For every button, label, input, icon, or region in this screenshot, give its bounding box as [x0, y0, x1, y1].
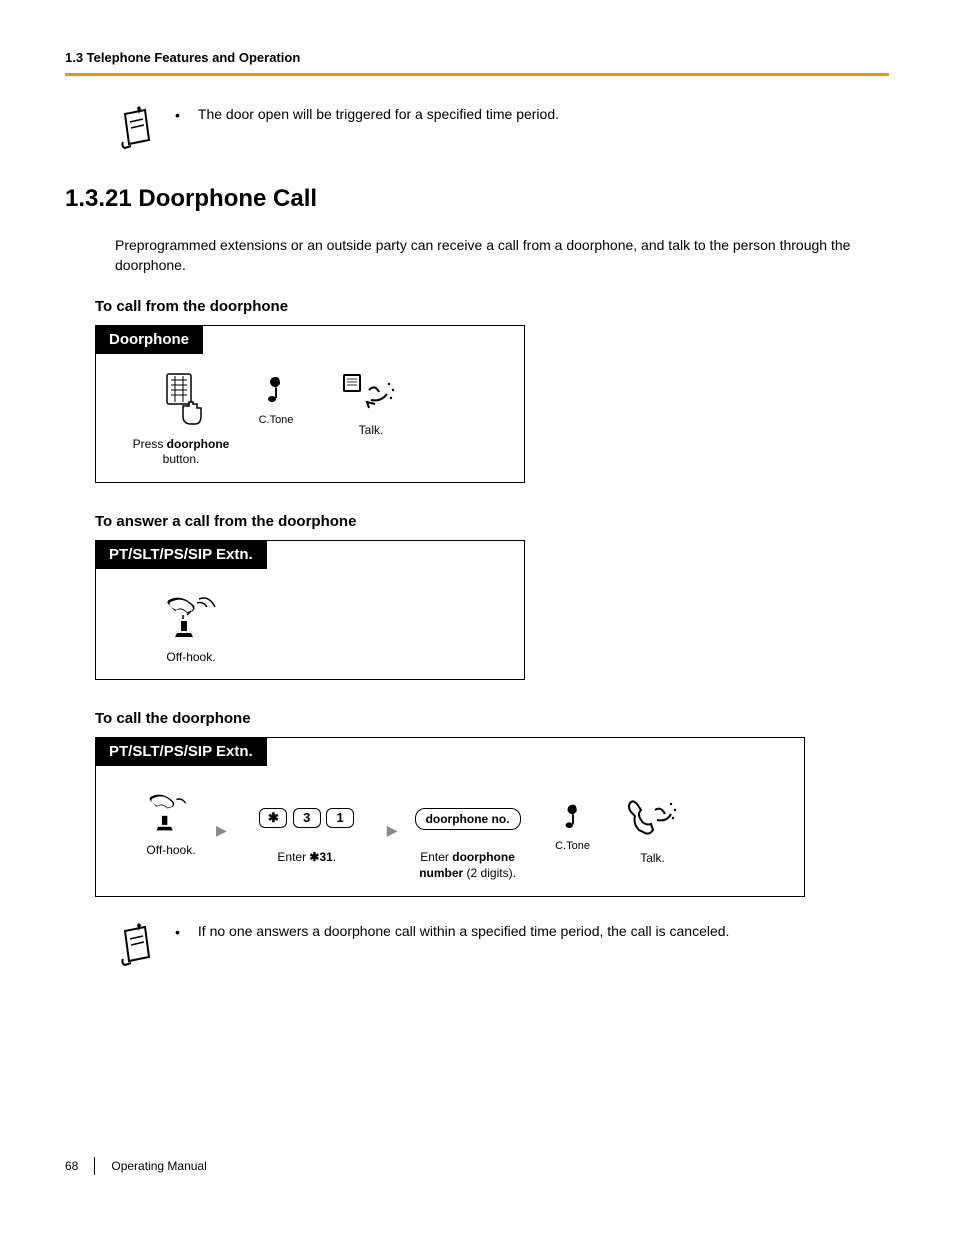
note2-text: If no one answers a doorphone call withi… — [198, 923, 730, 939]
ctone-label-1: C.Tone — [236, 413, 316, 427]
note-icon — [115, 104, 155, 157]
enter-doorphone-label: Enter doorphone number (2 digits). — [398, 850, 538, 881]
subheading-answer: To answer a call from the doorphone — [95, 513, 889, 530]
offhook-label-1: Off-hook. — [136, 650, 246, 666]
manual-name: Operating Manual — [111, 1159, 206, 1173]
header-rule — [65, 73, 889, 76]
section-intro: Preprogrammed extensions or an outside p… — [115, 235, 889, 276]
arrow-icon: ▶ — [216, 794, 227, 839]
tab-doorphone: Doorphone — [95, 325, 203, 354]
bullet-icon: • — [175, 106, 180, 122]
note-block-2: • If no one answers a doorphone call wit… — [115, 921, 889, 974]
procedure-box-1: Doorphone Press doorphone — [95, 325, 525, 483]
note-block-1: • The door open will be triggered for a … — [115, 104, 889, 157]
page-number: 68 — [65, 1159, 78, 1173]
talk-label-2: Talk. — [608, 851, 698, 867]
keypad-press-icon — [157, 417, 205, 431]
arrow-icon: ▶ — [387, 794, 398, 839]
enter-31-label: Enter ✱31. — [227, 850, 387, 866]
subheading-call-doorphone: To call the doorphone — [95, 710, 889, 727]
step1-label: Press doorphone button. — [126, 437, 236, 468]
page-footer: 68 Operating Manual — [65, 1157, 207, 1175]
handset-talk-icon — [625, 827, 681, 841]
key-star: ✱ — [259, 808, 287, 828]
procedure-box-3: PT/SLT/PS/SIP Extn. Off-hook. ▶ — [95, 737, 805, 896]
ctone-label-2: C.Tone — [538, 839, 608, 853]
doorphone-no-box: doorphone no. — [415, 808, 521, 830]
section-title: 1.3.21 Doorphone Call — [65, 185, 889, 213]
procedure-box-2: PT/SLT/PS/SIP Extn. Off-hook. — [95, 540, 525, 681]
ctone-icon — [560, 819, 586, 833]
footer-divider — [94, 1157, 95, 1175]
ctone-icon — [262, 393, 290, 407]
subheading-call-from: To call from the doorphone — [95, 298, 889, 315]
talk-label-1: Talk. — [316, 423, 426, 439]
dial-keys: ✱ 3 1 — [227, 808, 387, 828]
note1-text: The door open will be triggered for a sp… — [198, 106, 559, 122]
key-3: 3 — [293, 808, 321, 828]
note-icon — [115, 921, 155, 974]
speaker-talk-icon — [341, 403, 401, 417]
bullet-icon: • — [175, 923, 180, 939]
page-header: 1.3 Telephone Features and Operation — [65, 50, 889, 65]
offhook-icon — [163, 630, 219, 644]
tab-ptslt-1: PT/SLT/PS/SIP Extn. — [95, 540, 267, 569]
key-1: 1 — [326, 808, 354, 828]
offhook-label-2: Off-hook. — [126, 843, 216, 859]
tab-ptslt-2: PT/SLT/PS/SIP Extn. — [95, 737, 267, 766]
offhook-icon — [145, 823, 197, 837]
